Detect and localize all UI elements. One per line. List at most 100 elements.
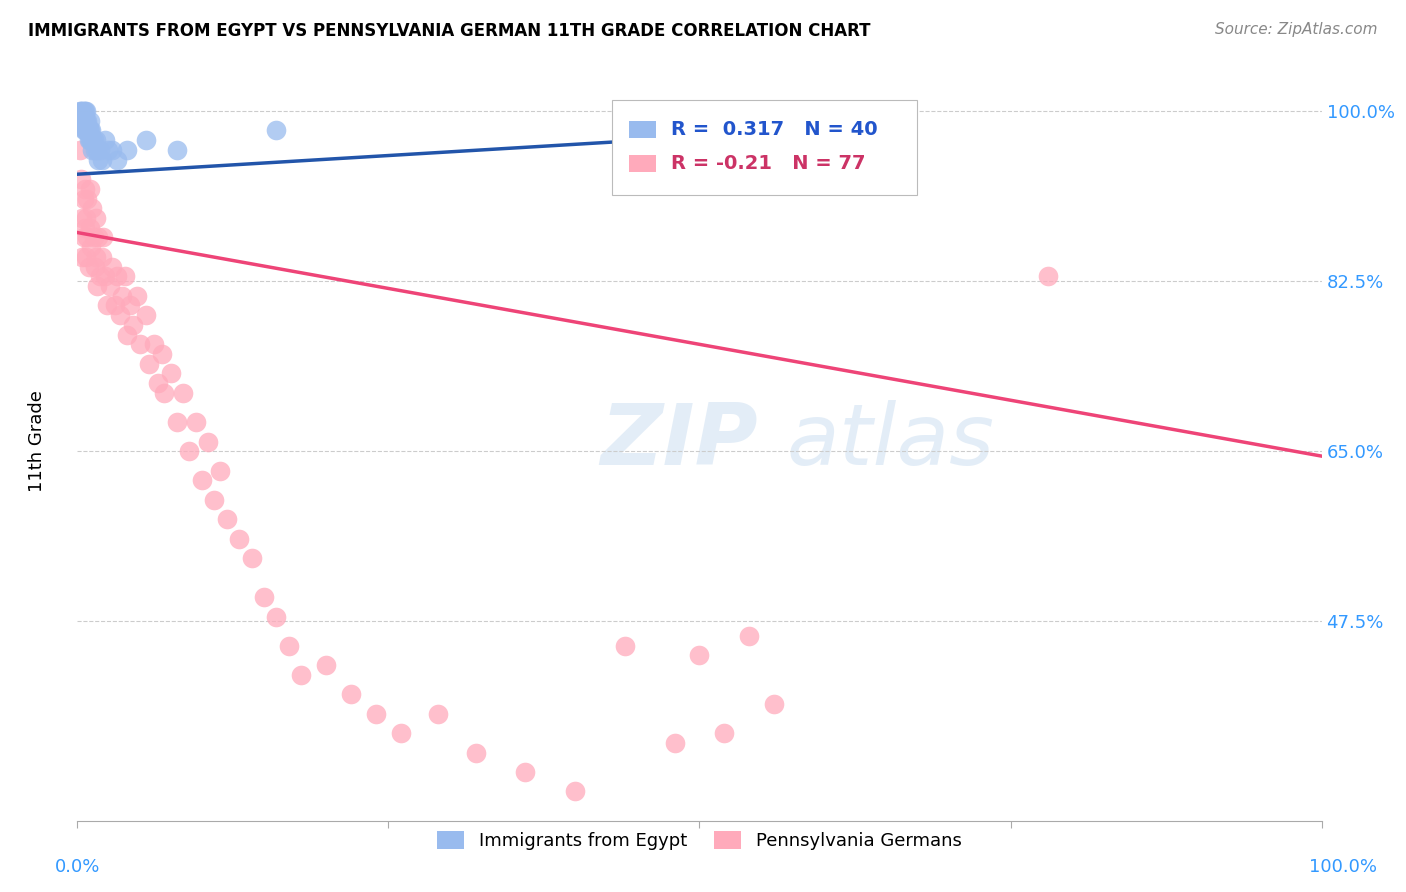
- Point: [93, 269, 115, 284]
- Point: [72, 211, 94, 225]
- Point: [153, 386, 176, 401]
- Point: [70, 113, 93, 128]
- Point: [166, 415, 188, 429]
- Point: [84, 211, 107, 225]
- Point: [166, 143, 188, 157]
- Point: [228, 532, 250, 546]
- Point: [72, 113, 94, 128]
- Point: [83, 143, 105, 157]
- Point: [98, 279, 121, 293]
- Point: [75, 250, 97, 264]
- Point: [340, 687, 363, 701]
- Point: [83, 133, 105, 147]
- Point: [135, 308, 157, 322]
- Point: [86, 143, 108, 157]
- Point: [128, 337, 150, 351]
- Point: [75, 211, 97, 225]
- Point: [93, 133, 115, 147]
- Point: [96, 298, 118, 312]
- Point: [101, 143, 124, 157]
- Point: [564, 784, 586, 798]
- Point: [73, 103, 96, 118]
- Point: [138, 357, 160, 371]
- Point: [143, 337, 166, 351]
- Point: [159, 367, 181, 381]
- Text: Source: ZipAtlas.com: Source: ZipAtlas.com: [1215, 22, 1378, 37]
- Point: [202, 492, 225, 507]
- Point: [97, 143, 120, 157]
- Point: [738, 629, 761, 643]
- Text: ZIP: ZIP: [600, 400, 758, 483]
- Point: [277, 639, 299, 653]
- Point: [79, 133, 101, 147]
- Point: [72, 103, 94, 118]
- Point: [105, 153, 128, 167]
- Point: [79, 220, 101, 235]
- Text: atlas: atlas: [786, 400, 994, 483]
- Text: 0.0%: 0.0%: [55, 858, 100, 876]
- Point: [118, 298, 141, 312]
- Point: [179, 444, 201, 458]
- Point: [83, 260, 105, 274]
- Point: [763, 697, 786, 711]
- Point: [69, 103, 91, 118]
- Point: [613, 639, 636, 653]
- Point: [79, 113, 101, 128]
- Point: [70, 103, 93, 118]
- Point: [89, 269, 111, 284]
- Point: [80, 133, 103, 147]
- Point: [266, 123, 288, 137]
- Point: [72, 103, 94, 118]
- FancyBboxPatch shape: [628, 155, 657, 171]
- Point: [83, 230, 105, 244]
- Point: [111, 289, 134, 303]
- Legend: Immigrants from Egypt, Pennsylvania Germans: Immigrants from Egypt, Pennsylvania Germ…: [430, 823, 969, 857]
- Point: [84, 133, 107, 147]
- Point: [76, 230, 98, 244]
- Text: R =  0.317   N = 40: R = 0.317 N = 40: [671, 120, 877, 138]
- Point: [75, 103, 97, 118]
- Point: [87, 153, 110, 167]
- Point: [73, 182, 96, 196]
- Point: [73, 123, 96, 137]
- Text: 100.0%: 100.0%: [1309, 858, 1376, 876]
- Point: [191, 474, 214, 488]
- Point: [72, 123, 94, 137]
- Point: [315, 658, 337, 673]
- Point: [389, 726, 412, 740]
- Point: [79, 123, 101, 137]
- Point: [87, 230, 110, 244]
- Point: [125, 289, 148, 303]
- Point: [73, 113, 96, 128]
- Point: [105, 269, 128, 284]
- Point: [464, 746, 486, 760]
- Point: [101, 260, 124, 274]
- Point: [76, 192, 98, 206]
- Point: [72, 230, 94, 244]
- Point: [150, 347, 173, 361]
- Point: [215, 512, 238, 526]
- Point: [72, 113, 94, 128]
- Point: [209, 464, 232, 478]
- Point: [76, 113, 98, 128]
- Point: [713, 726, 735, 740]
- Point: [84, 250, 107, 264]
- Point: [290, 668, 312, 682]
- FancyBboxPatch shape: [613, 101, 917, 195]
- Point: [77, 260, 100, 274]
- Point: [80, 240, 103, 254]
- Text: R = -0.21   N = 77: R = -0.21 N = 77: [671, 153, 865, 173]
- Point: [82, 143, 104, 157]
- Point: [114, 269, 136, 284]
- Point: [82, 201, 104, 215]
- Point: [69, 143, 91, 157]
- Point: [148, 376, 170, 391]
- Point: [82, 133, 104, 147]
- Point: [184, 415, 207, 429]
- Point: [115, 327, 138, 342]
- Point: [77, 123, 100, 137]
- Point: [108, 308, 131, 322]
- Point: [197, 434, 219, 449]
- Point: [80, 123, 103, 137]
- Point: [253, 590, 276, 604]
